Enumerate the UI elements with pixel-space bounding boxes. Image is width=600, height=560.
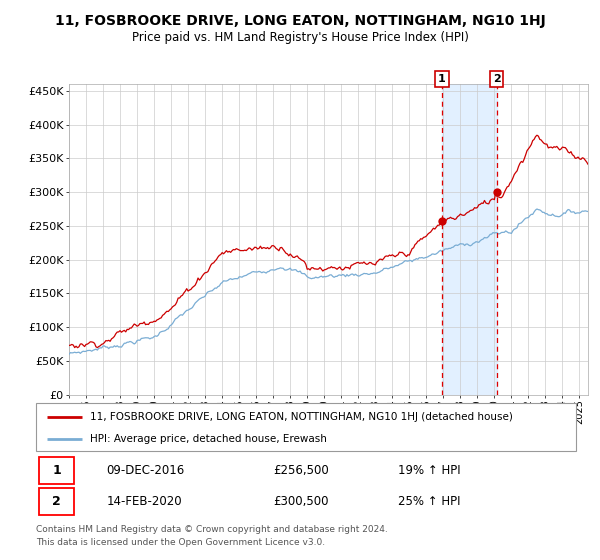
Text: 25% ↑ HPI: 25% ↑ HPI: [398, 494, 460, 508]
Text: 1: 1: [438, 74, 446, 84]
Text: This data is licensed under the Open Government Licence v3.0.: This data is licensed under the Open Gov…: [36, 538, 325, 547]
Text: 1: 1: [52, 464, 61, 477]
Text: HPI: Average price, detached house, Erewash: HPI: Average price, detached house, Erew…: [90, 434, 327, 444]
FancyBboxPatch shape: [39, 488, 74, 515]
Text: 2: 2: [52, 494, 61, 508]
Text: Contains HM Land Registry data © Crown copyright and database right 2024.: Contains HM Land Registry data © Crown c…: [36, 525, 388, 534]
Text: 2: 2: [493, 74, 500, 84]
Text: Price paid vs. HM Land Registry's House Price Index (HPI): Price paid vs. HM Land Registry's House …: [131, 31, 469, 44]
Bar: [442, 84, 497, 395]
FancyBboxPatch shape: [39, 457, 74, 484]
FancyBboxPatch shape: [36, 403, 576, 451]
Text: 09-DEC-2016: 09-DEC-2016: [106, 464, 184, 477]
Text: £256,500: £256,500: [274, 464, 329, 477]
Text: £300,500: £300,500: [274, 494, 329, 508]
Text: 19% ↑ HPI: 19% ↑ HPI: [398, 464, 460, 477]
Text: 14-FEB-2020: 14-FEB-2020: [106, 494, 182, 508]
Text: 11, FOSBROOKE DRIVE, LONG EATON, NOTTINGHAM, NG10 1HJ (detached house): 11, FOSBROOKE DRIVE, LONG EATON, NOTTING…: [90, 412, 513, 422]
Text: 11, FOSBROOKE DRIVE, LONG EATON, NOTTINGHAM, NG10 1HJ: 11, FOSBROOKE DRIVE, LONG EATON, NOTTING…: [55, 14, 545, 28]
